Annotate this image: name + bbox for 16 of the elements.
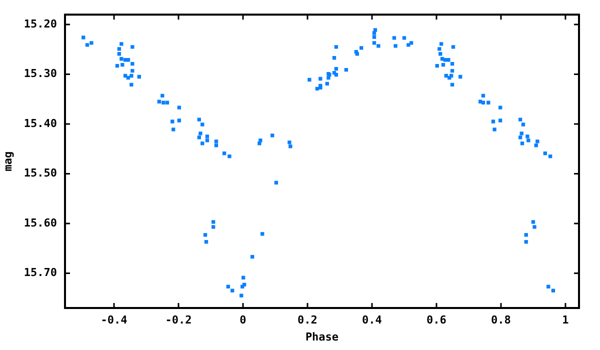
x-tick-label: 1 bbox=[562, 313, 570, 326]
x-tick-label: 0.8 bbox=[491, 313, 511, 326]
y-tick-label: 15.50 bbox=[24, 166, 57, 180]
y-tick-label: 15.30 bbox=[24, 67, 57, 80]
x-tick-label: -0.4 bbox=[100, 313, 128, 326]
y-axis-title: mag bbox=[1, 151, 14, 172]
y-tick-label: 15.70 bbox=[24, 266, 57, 280]
x-tick-label: 0.6 bbox=[426, 313, 447, 326]
y-tick-label: 15.20 bbox=[24, 17, 57, 30]
x-tick-label: -0.2 bbox=[165, 313, 192, 326]
x-tick-label: 0.4 bbox=[362, 313, 382, 326]
y-tick-label: 15.40 bbox=[24, 116, 57, 130]
x-axis-title: Phase bbox=[305, 330, 339, 344]
y-tick-label: 15.60 bbox=[24, 216, 57, 230]
x-tick-label: 0 bbox=[240, 313, 246, 326]
x-tick-label: 0.2 bbox=[298, 313, 318, 326]
